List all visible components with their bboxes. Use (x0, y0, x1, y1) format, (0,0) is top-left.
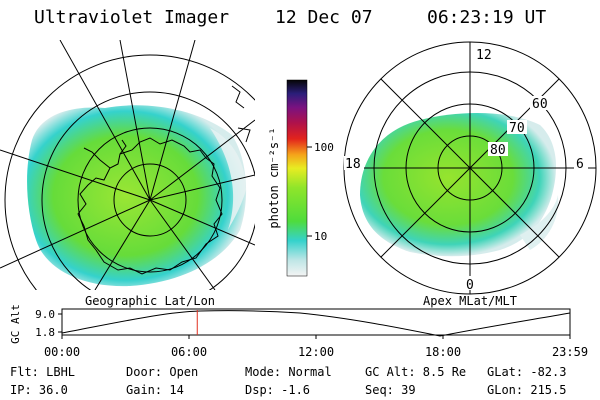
orbit-plot-frame (61, 308, 571, 336)
status-glat: GLat: -82.3 (487, 365, 567, 379)
observation-time: 06:23:19 UT (427, 7, 547, 28)
colorbar-tick-100: 100 (314, 141, 334, 154)
mlt-line-diagonal (380, 78, 560, 258)
lat-circle (113, 163, 187, 237)
mlt-label-dusk: 18 (345, 157, 361, 172)
lat-circle (4, 54, 255, 290)
mlt-label-dawn: 6 (576, 157, 584, 172)
orbit-xticks: 00:00 06:00 12:00 18:00 23:59 (44, 335, 588, 359)
geographic-map (0, 40, 255, 290)
mlat-label-70: 70 (509, 121, 525, 136)
colorbar-ticks (307, 146, 312, 237)
orbit-xtick-label: 12:00 (298, 345, 334, 359)
peninsula-outline (83, 139, 127, 169)
status-ip: IP: 36.0 (10, 383, 68, 397)
meridian (149, 199, 216, 290)
observation-date: 12 Dec 07 (275, 7, 373, 28)
meridian (149, 119, 255, 201)
aurora-fringe-mag (520, 195, 559, 250)
status-filter: Flt: LBHL (10, 365, 76, 379)
meridian (149, 40, 196, 201)
meridian (59, 40, 151, 201)
orbit-xtick-label: 18:00 (425, 345, 461, 359)
meridian (94, 199, 151, 290)
altitude-curve (61, 310, 571, 337)
lat-circle (77, 127, 223, 273)
orbit-xtick-label: 06:00 (171, 345, 207, 359)
colorbar-tick-10: 10 (314, 230, 327, 243)
meridian (0, 149, 151, 201)
orbit-xtick-label: 00:00 (44, 345, 80, 359)
mlt-label-noon: 12 (476, 48, 492, 63)
geo-caption: Geographic Lat/Lon (85, 294, 215, 308)
colorbar (286, 79, 308, 277)
status-dsp: Dsp: -1.6 (245, 383, 311, 397)
status-gain: Gain: 14 (126, 383, 184, 397)
status-gc-alt: GC Alt: 8.5 Re (365, 365, 467, 379)
meridian (149, 199, 255, 246)
mlat-label-80: 80 (490, 143, 506, 158)
colorbar-label: photon cm⁻²s⁻¹ (267, 127, 281, 228)
mag-caption: Apex MLat/MLT (423, 294, 517, 308)
meridian (0, 199, 151, 269)
mag-polar-map: 12 6 0 18 60 70 80 (343, 41, 597, 295)
meridian (149, 174, 255, 201)
status-glon: GLon: 215.5 (487, 383, 567, 397)
continent-outline (77, 137, 223, 275)
orbit-ylabel: GC Alt (9, 304, 22, 344)
aurora-edge-geo (210, 128, 246, 230)
status-mode: Mode: Normal (245, 365, 332, 379)
status-seq: Seq: 39 (365, 383, 416, 397)
meridian (119, 40, 151, 201)
lat-circle (41, 91, 255, 290)
status-door: Door: Open (126, 365, 199, 379)
mlat-label-60: 60 (532, 97, 548, 112)
orbit-ytick-high: 9.0 (35, 308, 55, 321)
orbit-yticks (58, 313, 62, 333)
orbit-ytick-low: 1.8 (35, 326, 55, 339)
mlt-label-midnight: 0 (466, 278, 474, 293)
instrument-title: Ultraviolet Imager (34, 7, 230, 28)
coastline-fragment (231, 85, 251, 143)
orbit-xtick-label: 23:59 (552, 345, 588, 359)
orbit-altitude-plot: 9.0 1.8 GC Alt 00:00 06:00 12:00 18:00 23:59 (9, 304, 588, 359)
